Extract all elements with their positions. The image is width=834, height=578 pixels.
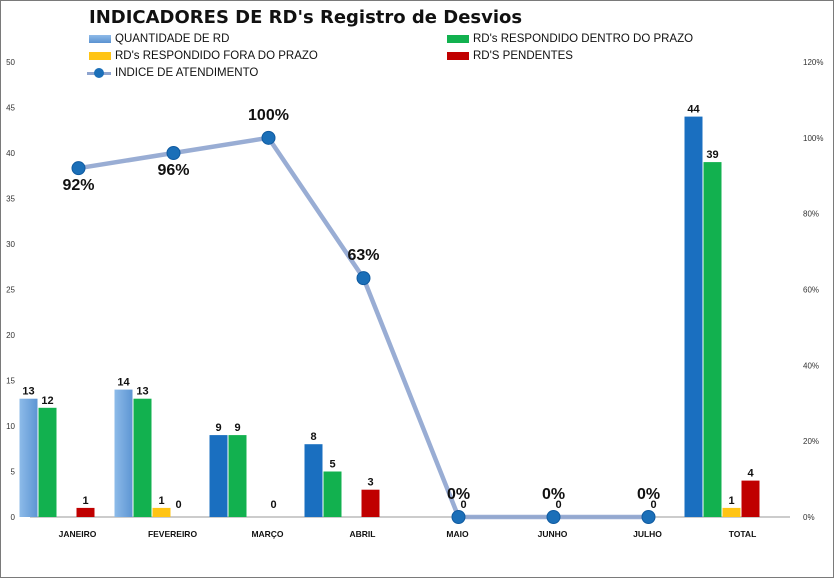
bar xyxy=(684,116,703,517)
legend-label-pending: RD'S PENDENTES xyxy=(473,50,573,62)
index-marker xyxy=(166,146,181,160)
bar xyxy=(152,507,171,517)
index-marker xyxy=(451,510,466,524)
bar xyxy=(703,162,722,517)
y2-tick-label: 80% xyxy=(803,210,819,219)
y2-tick-label: 0% xyxy=(803,513,815,522)
bar-data-label: 0 xyxy=(555,499,561,511)
index-marker xyxy=(261,130,276,145)
bar-data-label: 5 xyxy=(329,459,335,471)
y2-tick-label: 100% xyxy=(803,134,823,143)
y-tick-label: 5 xyxy=(11,468,16,477)
bar-data-label: 12 xyxy=(41,395,53,407)
legend-outside: RD's RESPONDIDO FORA DO PRAZO xyxy=(89,50,318,62)
y2-tick-label: 20% xyxy=(803,437,819,446)
y2-tick-label: 60% xyxy=(803,286,819,295)
legend-swatch-index xyxy=(87,68,111,78)
index-data-label: 0% xyxy=(637,486,660,503)
legend-label-qty: QUANTIDADE DE RD xyxy=(115,33,230,45)
y-tick-label: 25 xyxy=(6,286,15,295)
bar-data-label: 0 xyxy=(270,499,276,511)
index-marker xyxy=(71,161,86,176)
legend-swatch-qty xyxy=(89,35,111,43)
index-data-label: 92% xyxy=(62,177,94,194)
bar-data-label: 14 xyxy=(117,377,130,389)
bar xyxy=(38,407,57,517)
y-tick-label: 40 xyxy=(6,149,15,158)
bar-data-label: 9 xyxy=(215,422,221,434)
bar xyxy=(19,398,38,517)
y-tick-label: 45 xyxy=(6,104,15,113)
legend-swatch-outside xyxy=(89,52,111,60)
x-tick-label: JULHO xyxy=(633,529,662,539)
x-tick-label: MAIO xyxy=(446,529,469,539)
chart-title: INDICADORES DE RD's Registro de Desvios xyxy=(89,7,523,28)
y-tick-label: 0 xyxy=(11,513,16,522)
index-marker xyxy=(356,271,371,286)
bar-data-label: 3 xyxy=(367,477,373,489)
y-tick-label: 30 xyxy=(6,240,15,249)
y-tick-label: 15 xyxy=(6,377,15,386)
y-tick-label: 50 xyxy=(6,58,15,67)
index-data-label: 63% xyxy=(347,247,379,264)
legend-label-index: INDICE DE ATENDIMENTO xyxy=(115,67,259,79)
bar-data-label: 8 xyxy=(310,431,316,443)
bar-data-label: 13 xyxy=(22,386,34,398)
bar-data-label: 1 xyxy=(82,495,88,507)
legend-swatch-inside xyxy=(447,35,469,43)
legend-label-inside: RD's RESPONDIDO DENTRO DO PRAZO xyxy=(473,33,694,45)
y-tick-label: 20 xyxy=(6,331,15,340)
legend-qty: QUANTIDADE DE RD xyxy=(89,33,229,45)
index-data-label: 0% xyxy=(542,486,565,503)
legend-inside: RD's RESPONDIDO DENTRO DO PRAZO xyxy=(447,33,693,45)
x-tick-label: TOTAL xyxy=(729,529,757,539)
bar xyxy=(741,480,760,517)
y2-tick-label: 40% xyxy=(803,361,819,370)
legend-index: INDICE DE ATENDIMENTO xyxy=(87,67,258,79)
legend-pending: RD'S PENDENTES xyxy=(447,50,573,62)
index-data-label: 0% xyxy=(447,486,470,503)
y2-tick-label: 120% xyxy=(803,58,823,67)
bar xyxy=(722,507,741,517)
bar-data-label: 9 xyxy=(234,422,240,434)
legend-swatch-pending xyxy=(447,52,469,60)
bar-data-label: 1 xyxy=(158,495,164,507)
legend-label-outside: RD's RESPONDIDO FORA DO PRAZO xyxy=(115,50,318,62)
bar-data-label: 1 xyxy=(728,495,734,507)
x-tick-label: FEVEREIRO xyxy=(148,529,198,539)
bar-data-label: 0 xyxy=(650,499,656,511)
bar-data-label: 4 xyxy=(747,468,754,480)
bar-data-label: 44 xyxy=(687,104,700,116)
bar-data-label: 13 xyxy=(136,386,148,398)
index-marker xyxy=(546,510,561,524)
y-tick-label: 35 xyxy=(6,195,15,204)
index-data-label: 96% xyxy=(157,162,189,179)
bar xyxy=(76,507,95,517)
index-data-label: 100% xyxy=(248,107,289,124)
x-tick-label: JANEIRO xyxy=(59,529,97,539)
bar xyxy=(133,398,152,517)
x-tick-label: JUNHO xyxy=(538,529,568,539)
index-marker xyxy=(641,510,656,524)
bar xyxy=(361,489,380,517)
bar xyxy=(228,435,247,517)
bar-data-label: 0 xyxy=(460,499,466,511)
bar-data-label: 39 xyxy=(706,149,718,161)
x-tick-label: MARÇO xyxy=(251,529,283,539)
bar xyxy=(114,389,133,517)
bar xyxy=(209,435,228,517)
bar xyxy=(323,471,342,517)
index-line xyxy=(78,135,649,520)
x-tick-label: ABRIL xyxy=(350,529,376,539)
bar-data-label: 0 xyxy=(175,499,181,511)
y-tick-label: 10 xyxy=(6,422,15,431)
bar xyxy=(304,444,323,517)
